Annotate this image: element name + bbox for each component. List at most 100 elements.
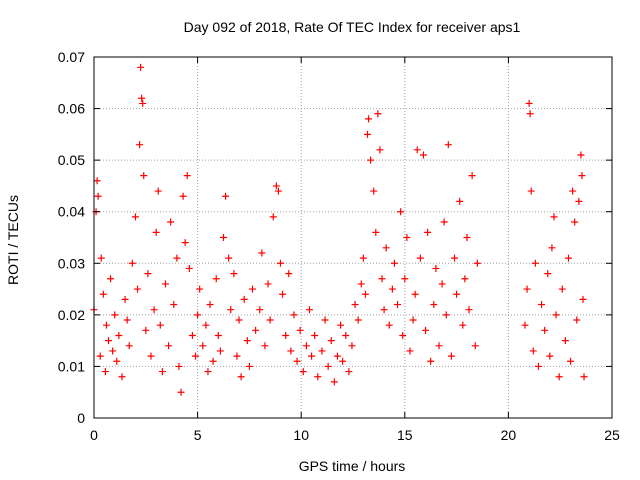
data-point-marker <box>105 337 113 345</box>
data-point-marker <box>461 275 469 283</box>
data-point-marker <box>305 306 313 314</box>
data-point-marker <box>555 373 563 381</box>
data-point-marker <box>523 285 531 293</box>
y-tick-label: 0.01 <box>58 358 85 374</box>
data-point-marker <box>357 280 365 288</box>
data-point-marker <box>204 368 212 376</box>
data-point-marker <box>290 311 298 319</box>
data-point-marker <box>527 187 535 195</box>
data-point-marker <box>101 368 109 376</box>
data-point-marker <box>427 357 435 365</box>
data-point-marker <box>258 249 266 257</box>
data-point-marker <box>199 342 207 350</box>
data-point-marker <box>209 357 217 365</box>
data-point-marker <box>118 373 126 381</box>
data-point-marker <box>279 290 287 298</box>
data-point-marker <box>435 342 443 350</box>
data-point-marker <box>444 141 452 149</box>
data-point-marker <box>161 280 169 288</box>
data-point-marker <box>206 301 214 309</box>
data-point-marker <box>266 316 274 324</box>
data-point-marker <box>245 362 253 370</box>
chart-title: Day 092 of 2018, Rate Of TEC Index for r… <box>184 19 521 35</box>
data-point-marker <box>302 342 310 350</box>
data-point-marker <box>165 342 173 350</box>
data-point-marker <box>142 326 150 334</box>
data-point-marker <box>456 197 464 205</box>
data-point-marker <box>249 285 257 293</box>
data-point-marker <box>225 254 233 262</box>
data-point-marker <box>299 368 307 376</box>
data-point-marker <box>308 352 316 360</box>
x-tick-label: 10 <box>293 427 309 443</box>
data-point-marker <box>235 316 243 324</box>
data-point-marker <box>380 306 388 314</box>
y-tick-label: 0 <box>77 410 85 426</box>
data-point-marker <box>327 337 335 345</box>
data-point-marker <box>376 146 384 154</box>
data-point-marker <box>577 151 585 159</box>
data-point-marker <box>214 331 222 339</box>
data-point-marker <box>538 301 546 309</box>
data-point-marker <box>252 326 260 334</box>
data-point-marker <box>296 326 304 334</box>
data-point-marker <box>136 141 144 149</box>
data-point-marker <box>442 311 450 319</box>
data-point-marker <box>411 290 419 298</box>
data-point-marker <box>399 331 407 339</box>
data-point-marker <box>567 357 575 365</box>
data-point-marker <box>339 357 347 365</box>
data-point-marker <box>526 110 534 118</box>
data-point-marker <box>463 234 471 241</box>
data-point-marker <box>359 254 367 262</box>
data-point-marker <box>531 259 539 267</box>
data-point-marker <box>269 213 277 221</box>
data-point-marker <box>115 331 123 339</box>
data-point-marker <box>550 213 558 221</box>
data-point-marker <box>468 172 476 180</box>
data-point-marker <box>237 373 245 381</box>
data-point-marker <box>93 177 101 185</box>
data-point-marker <box>471 342 479 350</box>
data-point-marker <box>293 357 301 365</box>
data-point-marker <box>154 187 162 195</box>
y-tick-label: 0.02 <box>58 307 85 323</box>
data-point-marker <box>140 172 148 180</box>
data-point-marker <box>438 280 446 288</box>
data-point-marker <box>374 110 382 118</box>
data-point-marker <box>548 244 556 252</box>
data-point-marker <box>314 373 322 381</box>
data-point-marker <box>406 347 414 355</box>
grid-lines <box>94 57 612 418</box>
x-tick-label: 25 <box>604 427 620 443</box>
data-point-marker <box>388 285 396 293</box>
data-point-marker <box>173 254 181 262</box>
data-point-marker <box>220 234 227 241</box>
data-point-marker <box>147 352 155 360</box>
data-point-marker <box>424 228 432 236</box>
data-point-marker <box>222 192 230 200</box>
data-point-marker <box>372 228 380 236</box>
data-point-marker <box>170 301 178 309</box>
data-point-marker <box>413 146 421 154</box>
data-point-marker <box>94 192 102 200</box>
data-point-marker <box>541 326 549 334</box>
data-point-marker <box>158 368 166 376</box>
x-tick-label: 15 <box>397 427 413 443</box>
data-point-marker <box>125 342 133 350</box>
data-point-marker <box>181 239 189 247</box>
data-point-marker <box>175 362 183 370</box>
data-point-marker <box>575 197 583 205</box>
data-point-marker <box>188 331 196 339</box>
data-point-marker <box>243 337 251 345</box>
data-point-marker <box>156 321 164 329</box>
data-point-marker <box>561 337 569 345</box>
data-point-marker <box>365 115 373 123</box>
data-point-marker <box>152 228 160 236</box>
y-tick-label: 0.04 <box>58 204 85 220</box>
data-point-marker <box>192 352 200 360</box>
data-point-marker <box>113 357 121 365</box>
data-point-marker <box>348 342 356 350</box>
data-point-marker <box>345 368 353 376</box>
